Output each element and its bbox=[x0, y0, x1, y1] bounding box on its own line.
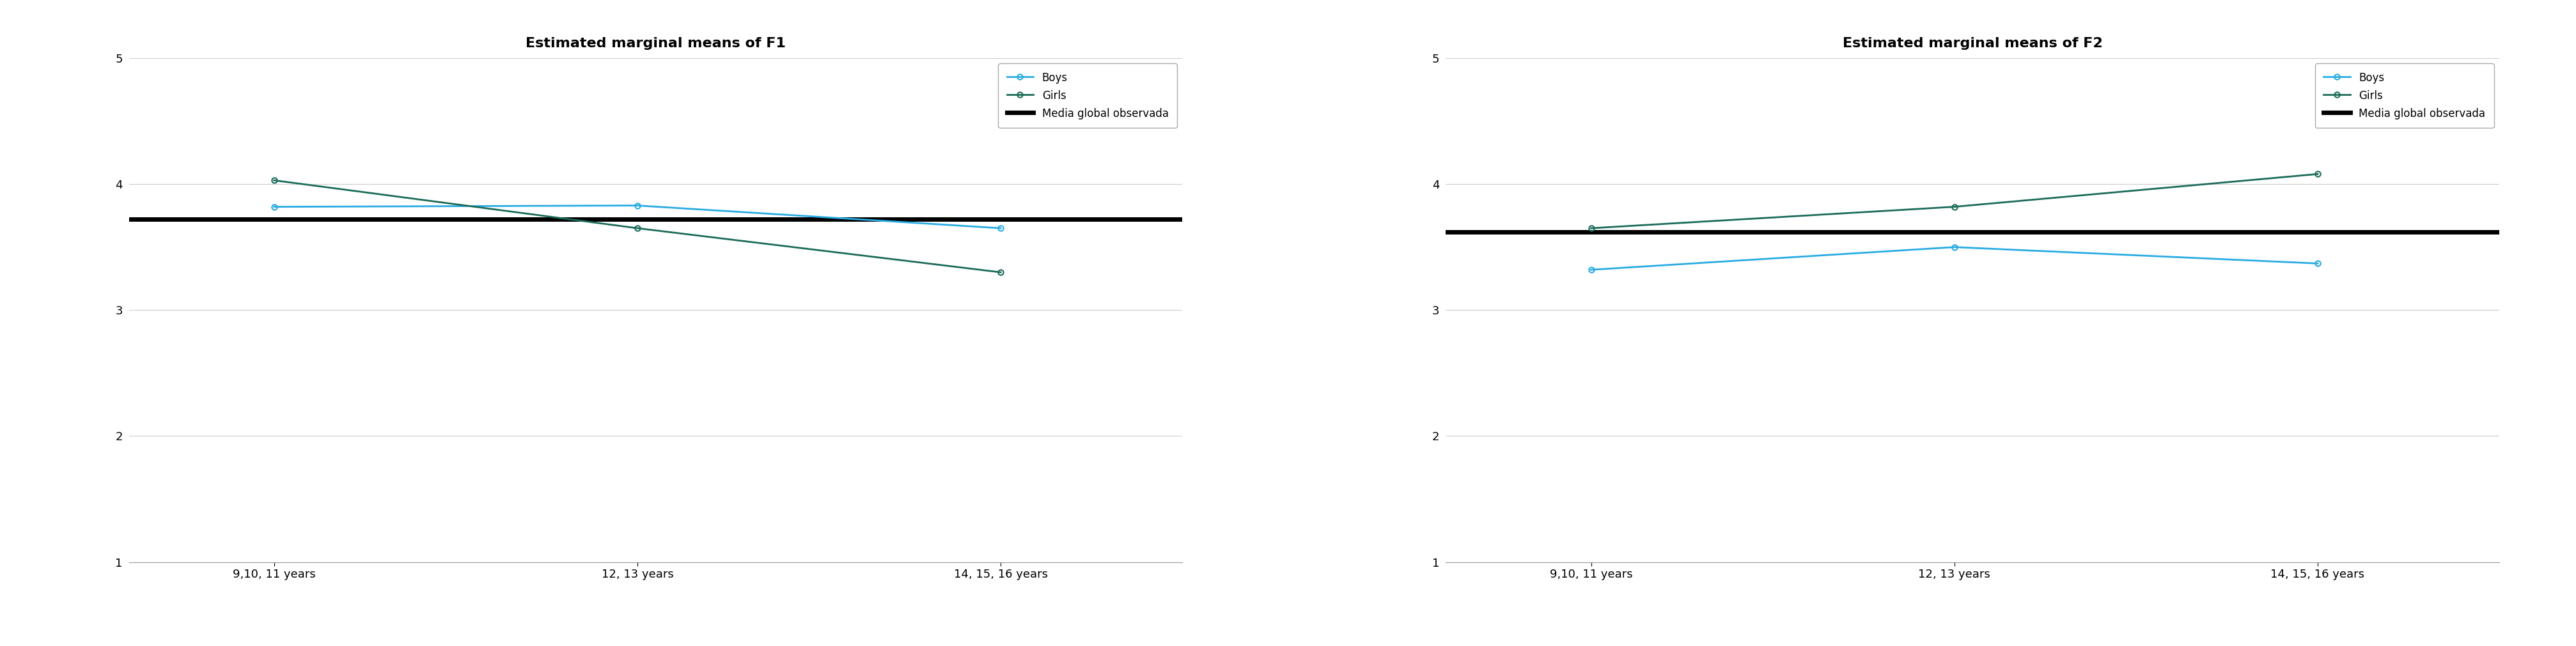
Boys bbox=[258, 203, 289, 211]
Line: Boys: Boys bbox=[270, 203, 1002, 231]
Line: Girls: Girls bbox=[1587, 171, 2321, 231]
Legend: Boys, Girls, Media global observada: Boys, Girls, Media global observada bbox=[997, 63, 1177, 128]
Boys bbox=[2303, 260, 2334, 267]
Title: Estimated marginal means of F1: Estimated marginal means of F1 bbox=[526, 37, 786, 50]
Boys bbox=[1940, 243, 1971, 251]
Title: Estimated marginal means of F2: Estimated marginal means of F2 bbox=[1842, 37, 2102, 50]
Media global observada bbox=[621, 216, 652, 224]
Girls bbox=[984, 269, 1015, 276]
Boys bbox=[621, 202, 652, 209]
Girls bbox=[1577, 224, 1607, 232]
Girls bbox=[1940, 203, 1971, 211]
Girls bbox=[621, 224, 652, 232]
Girls bbox=[258, 176, 289, 184]
Boys bbox=[1577, 266, 1607, 274]
Line: Boys: Boys bbox=[1587, 244, 2321, 273]
Media global observada bbox=[1940, 228, 1971, 236]
Line: Girls: Girls bbox=[270, 178, 1002, 275]
Legend: Boys, Girls, Media global observada: Boys, Girls, Media global observada bbox=[2316, 63, 2494, 128]
Boys bbox=[984, 224, 1015, 232]
Girls bbox=[2303, 170, 2334, 178]
Media global observada bbox=[258, 216, 289, 224]
Media global observada bbox=[1577, 228, 1607, 236]
